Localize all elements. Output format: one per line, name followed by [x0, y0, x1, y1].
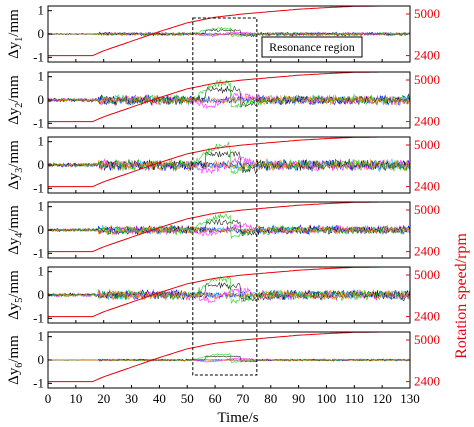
x-tick-label: 50	[181, 391, 194, 406]
x-tick-label: 10	[69, 391, 82, 406]
annotation-box	[261, 36, 363, 58]
panel-plot-area	[48, 137, 410, 188]
x-tick-label: 100	[317, 391, 337, 406]
panel-plot-area	[48, 72, 410, 123]
x-tick-label: 0	[45, 391, 52, 406]
displacement-series-6	[48, 358, 410, 362]
displacement-series-5	[48, 26, 410, 38]
right-tick-label: 5000	[414, 6, 440, 21]
right-tick-label: 2400	[414, 48, 440, 63]
right-tick-label: 5000	[414, 202, 440, 217]
panel-5: 1 0 -1 5000 2400 Δy5/mm	[6, 264, 440, 326]
displacement-series-6	[48, 158, 410, 172]
left-tick-label: 0	[38, 92, 45, 107]
left-tick-label: 0	[38, 26, 45, 41]
panel-ylabel: Δy4/mm	[6, 205, 25, 255]
displacement-series-5	[48, 213, 410, 240]
x-tick-label: 70	[236, 391, 249, 406]
panel-ylabel: Δy6/mm	[6, 335, 25, 385]
displacement-series-4	[48, 150, 410, 175]
left-tick-label: 0	[38, 222, 45, 237]
resonance-annotation: Resonance region	[261, 36, 363, 58]
right-tick-label: 5000	[414, 267, 440, 282]
x-axis: 0 10 20 30 40 50 60 70 80 90 100 110 120 130	[45, 391, 420, 406]
panel-ylabel: Δy3/mm	[6, 140, 25, 190]
right-tick-label: 2400	[414, 114, 440, 129]
left-tick-label: -1	[33, 375, 44, 390]
speed-curve	[48, 267, 410, 318]
displacement-series-6	[48, 31, 410, 37]
left-tick-label: 1	[38, 69, 45, 84]
panel-ylabel: Δy1/mm	[6, 9, 25, 59]
annotation-text: Resonance region	[269, 40, 355, 54]
panel-3: 1 0 -1 5000 2400 Δy3/mm	[6, 134, 440, 196]
x-tick-label: 110	[345, 391, 364, 406]
displacement-series-4	[48, 281, 410, 302]
speed-curve	[48, 332, 410, 383]
panel-6: 1 0 -1 5000 2400 Δy6/mm	[6, 329, 440, 391]
left-tick-label: 0	[38, 352, 45, 367]
x-tick-label: 80	[264, 391, 277, 406]
right-axis-label: Rotation speed/rpm	[453, 233, 470, 359]
resonance-region-box	[192, 17, 258, 376]
left-tick-label: 1	[38, 329, 45, 344]
x-axis-label: Time/s	[217, 410, 258, 426]
panel-ylabel: Δy2/mm	[6, 75, 25, 125]
speed-curve	[48, 202, 410, 253]
speed-curve	[48, 137, 410, 188]
speed-curve	[48, 6, 410, 57]
left-tick-label: 1	[38, 199, 45, 214]
right-tick-label: 5000	[414, 332, 440, 347]
x-tick-label: 40	[153, 391, 166, 406]
left-tick-label: -1	[33, 245, 44, 260]
x-tick-label: 30	[125, 391, 138, 406]
left-tick-label: 1	[38, 134, 45, 149]
right-tick-label: 2400	[414, 309, 440, 324]
panel-ylabel: Δy5/mm	[6, 270, 25, 320]
panel-1: 1 0 -1 5000 2400 Δy1/mm	[6, 3, 440, 65]
right-tick-label: 5000	[414, 72, 440, 87]
left-tick-label: 1	[38, 264, 45, 279]
left-tick-label: 0	[38, 157, 45, 172]
left-tick-label: -1	[33, 49, 44, 64]
panel-plot-area	[48, 6, 410, 57]
panels-group: 1 0 -1 5000 2400 Δy1/mm 1 0 -1 5000 2400 Δy2/mm 1 0 -1…	[6, 3, 440, 391]
displacement-series-5	[48, 79, 410, 109]
right-tick-label: 5000	[414, 137, 440, 152]
right-tick-label: 2400	[414, 244, 440, 259]
panel-4: 1 0 -1 5000 2400 Δy4/mm	[6, 199, 440, 261]
x-tick-label: 120	[372, 391, 392, 406]
x-tick-label: 60	[209, 391, 222, 406]
displacement-series-5	[48, 141, 410, 175]
left-tick-label: -1	[33, 180, 44, 195]
displacement-series-5	[48, 353, 410, 363]
right-tick-label: 2400	[414, 179, 440, 194]
displacement-series-6	[48, 224, 410, 236]
x-tick-label: 130	[400, 391, 420, 406]
right-tick-label: 2400	[414, 374, 440, 389]
panel-2: 1 0 -1 5000 2400 Δy2/mm	[6, 69, 440, 131]
panel-plot-area	[48, 332, 410, 383]
x-tick-label: 90	[292, 391, 305, 406]
left-tick-label: 1	[38, 3, 45, 18]
left-tick-label: -1	[33, 115, 44, 130]
panel-plot-area	[48, 202, 410, 253]
x-tick-label: 20	[97, 391, 110, 406]
displacement-series-6	[48, 289, 410, 302]
displacement-series-6	[48, 94, 410, 107]
speed-curve	[48, 72, 410, 123]
displacement-series-3	[48, 31, 410, 38]
left-tick-label: 0	[38, 287, 45, 302]
panel-plot-area	[48, 267, 410, 318]
displacement-series-4	[48, 28, 410, 38]
left-tick-label: -1	[33, 310, 44, 325]
